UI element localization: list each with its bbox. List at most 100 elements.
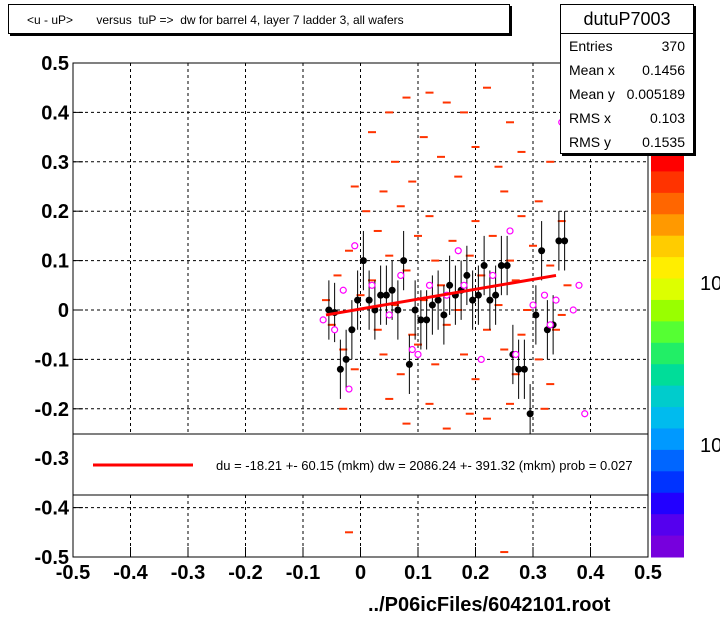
x-tick-label: 0.4	[577, 562, 606, 584]
hist-cell	[396, 373, 405, 376]
y-tick-label: 0	[58, 300, 69, 322]
marker-point	[552, 296, 560, 304]
stats-label: Mean y	[569, 86, 615, 102]
colorbar-segment	[651, 150, 684, 172]
x-tick-labels: -0.5 -0.4 -0.3 -0.2 -0.1 0 0.1 0.2 0.3 0.4 0.5	[56, 547, 662, 584]
marker-point	[477, 355, 485, 363]
stats-name: dutuP7003	[561, 5, 693, 34]
marker-point	[581, 410, 589, 418]
x-tick-label: -0.2	[228, 562, 262, 584]
marker-point	[460, 281, 468, 289]
footer-filename: ../P06icFiles/6042101.root	[368, 594, 611, 616]
x-tick-label: 0.2	[462, 562, 490, 584]
x-tick-label: 0.1	[404, 562, 432, 584]
hist-cell	[517, 150, 526, 153]
marker-point	[540, 291, 549, 299]
x-tick-label: 0	[355, 562, 366, 584]
hist-cell	[483, 417, 491, 420]
profile-point	[503, 262, 511, 270]
marker-point	[569, 306, 577, 314]
profile-point	[538, 247, 546, 255]
profile-point	[555, 237, 563, 245]
hist-cell	[437, 155, 445, 158]
hist-cell	[500, 348, 509, 351]
marker-point	[575, 281, 583, 289]
hist-cell	[373, 229, 382, 232]
profile-point	[325, 306, 333, 314]
marker-point	[454, 247, 462, 255]
hist-cell	[488, 234, 497, 237]
marker-point	[425, 281, 434, 289]
profile-point	[561, 237, 569, 245]
hist-cell	[483, 328, 491, 331]
profile-point	[446, 281, 454, 289]
profile-point	[354, 296, 362, 304]
marker-point	[546, 321, 554, 329]
hist-cell	[546, 160, 555, 163]
stats-row: RMS x 0.103	[561, 106, 693, 130]
colorbar-segment	[651, 364, 684, 387]
stats-box: dutuP7003 Entries 370 Mean x 0.1456 Mean y…	[560, 4, 694, 154]
hist-cell	[534, 358, 543, 361]
y-tick-label: 0.5	[41, 53, 69, 75]
stats-label: RMS y	[569, 134, 611, 150]
hist-cell	[471, 145, 480, 148]
profile-point	[520, 365, 528, 373]
hist-cell	[506, 402, 514, 405]
chart-title: <u - uP> versus tuP => dw for barrel 4, …	[8, 4, 510, 34]
hist-cell	[500, 190, 509, 193]
marker-point	[529, 301, 537, 309]
hist-cell	[339, 407, 348, 410]
hist-cell	[546, 383, 555, 386]
hist-cell	[442, 427, 451, 430]
histogram-cells	[322, 86, 572, 554]
hist-cell	[327, 323, 336, 326]
hist-cell	[425, 215, 434, 218]
profile-point	[348, 326, 356, 334]
profile-point	[417, 316, 425, 324]
hist-cell	[350, 368, 359, 371]
hist-cell	[419, 299, 428, 302]
colorbar-label-upper: 10	[700, 273, 720, 295]
profile-point	[365, 296, 373, 304]
x-tick-label: -0.1	[286, 562, 320, 584]
stats-row: Mean x 0.1456	[561, 58, 693, 82]
x-tick-label: -0.3	[171, 562, 205, 584]
marker-point	[368, 281, 376, 289]
marker-point	[489, 271, 497, 280]
hist-cell	[454, 309, 463, 311]
profile-point	[388, 286, 396, 294]
hist-cell	[431, 363, 440, 366]
stats-row: Entries 370	[561, 34, 693, 58]
y-tick-label: -0.4	[35, 498, 70, 520]
colorbar-segment	[651, 321, 684, 344]
marker-point	[408, 345, 416, 354]
hist-cell	[442, 323, 451, 326]
colorbar-segment	[651, 171, 684, 194]
hist-cell	[465, 254, 474, 257]
profile-point	[440, 311, 448, 319]
y-tick-label: -0.3	[35, 448, 69, 470]
hist-cell	[333, 274, 342, 277]
y-tick-label: 0.2	[41, 201, 69, 223]
colorbar	[651, 150, 684, 558]
marker-point	[331, 326, 339, 334]
x-tick-label: 0.3	[519, 562, 547, 584]
hist-cell	[534, 200, 543, 203]
y-tick-labels: -0.5 -0.4 -0.3 -0.2 -0.1 0 0.1 0.2 0.3 0.4 0.5	[35, 53, 83, 569]
hist-cell	[368, 131, 376, 134]
hist-cell	[402, 269, 411, 272]
colorbar-segment	[651, 278, 684, 301]
hist-cell	[511, 373, 520, 376]
hist-cell	[385, 254, 394, 257]
y-tick-label: 0.4	[41, 102, 70, 124]
hist-cell	[517, 215, 526, 218]
hist-cell	[511, 279, 520, 282]
y-tick-label: 0.1	[41, 251, 69, 273]
profile-point	[463, 271, 471, 279]
profile-point	[342, 355, 350, 363]
stats-value: 0.103	[649, 110, 685, 126]
hist-cell	[471, 378, 480, 381]
hist-cell	[465, 412, 474, 415]
hist-cell	[557, 220, 566, 223]
